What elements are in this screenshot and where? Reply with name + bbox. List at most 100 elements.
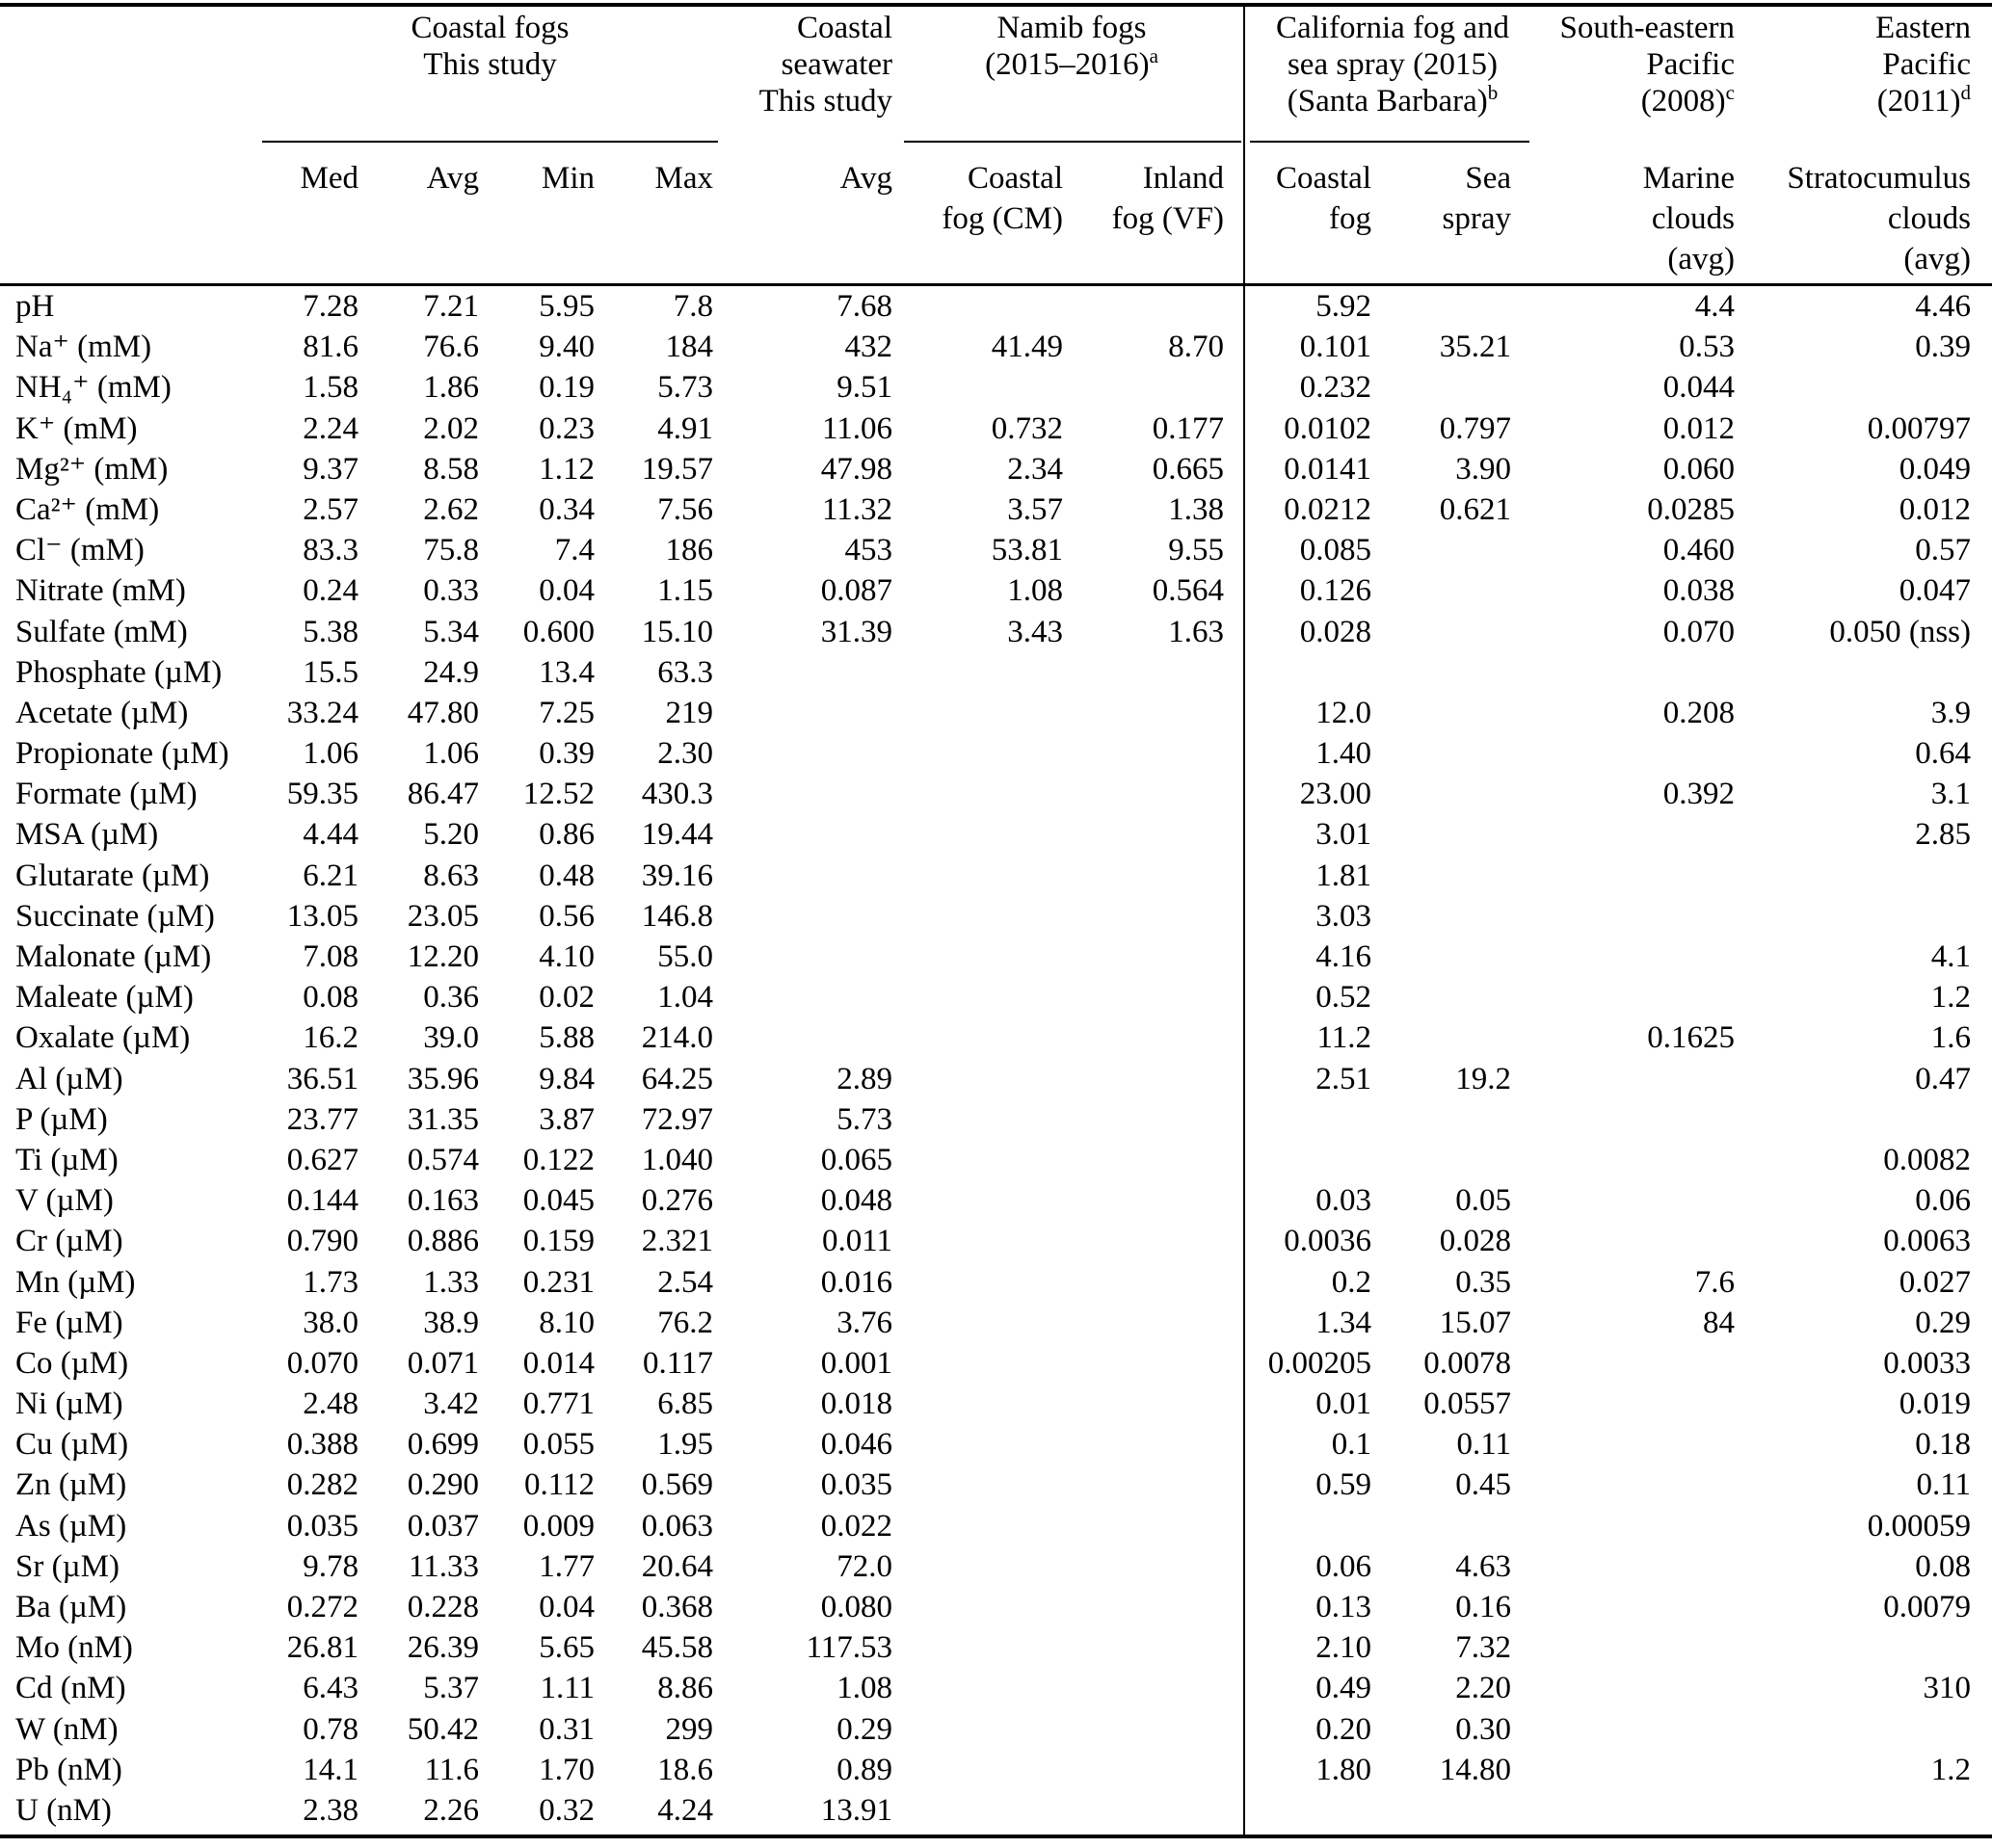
table-cell: 0.13 <box>1315 1590 1371 1624</box>
group-header-text: California fog and sea spray (2015) (San… <box>1276 11 1509 119</box>
table-cell: 33.24 <box>286 695 359 730</box>
table-cell: 0.78 <box>303 1711 359 1747</box>
table-cell: 0.0141 <box>1284 451 1371 487</box>
table-cell: 0.0212 <box>1284 491 1371 527</box>
table-cell: 11.6 <box>424 1752 479 1787</box>
table-cell <box>902 1627 1073 1668</box>
table-cell: 13.05 <box>286 898 359 934</box>
table-cell: 0.2 <box>1331 1264 1371 1300</box>
row-label: Maleate (µM) <box>15 980 194 1016</box>
table-cell <box>723 977 902 1017</box>
footnote-mark-d: d <box>1960 81 1972 104</box>
table-cell: 12.20 <box>407 939 479 974</box>
table-cell: 1.12 <box>539 451 595 487</box>
table-cell <box>1073 1262 1234 1303</box>
table-cell <box>1521 937 1744 977</box>
table-cell: 3.42 <box>423 1386 479 1422</box>
column-header-sea-spray: Sea spray <box>1442 161 1511 236</box>
table-cell: 1.2 <box>1930 980 1971 1016</box>
table-cell <box>1521 652 1744 693</box>
group-header-text: Eastern Pacific (2011) <box>1875 11 1971 119</box>
table-cell: 0.046 <box>820 1427 892 1463</box>
table-row: Ti (µM) 0.627 0.574 0.122 1.040 0.065 0.0082 <box>0 1140 1992 1180</box>
table-cell <box>1381 570 1521 611</box>
footnote-mark-c: c <box>1725 81 1735 104</box>
table-body: pH 7.28 7.21 5.95 7.8 7.68 5.92 4.4 4.46 Na⁺ (mM)… <box>0 286 1992 1831</box>
table-cell: 0.035 <box>820 1467 892 1503</box>
table-cell: 8.86 <box>657 1671 713 1706</box>
row-label: MSA (µM) <box>15 817 159 853</box>
table-cell: 0.063 <box>641 1508 713 1544</box>
table-cell <box>1073 774 1234 814</box>
table-cell: 9.37 <box>303 451 359 487</box>
table-cell: 0.0102 <box>1284 410 1371 446</box>
table-cell: 0.085 <box>1299 533 1371 568</box>
table-cell <box>1073 1750 1234 1790</box>
table-cell: 7.28 <box>303 289 359 324</box>
table-cell: 7.08 <box>303 939 359 974</box>
table-cell: 0.460 <box>1662 533 1735 568</box>
table-cell: 0.732 <box>991 410 1063 446</box>
table-cell: 5.95 <box>539 289 595 324</box>
row-label: Phosphate (µM) <box>15 654 223 690</box>
table-cell <box>902 1059 1073 1099</box>
table-cell: 39.16 <box>641 858 713 893</box>
table-cell: 1.95 <box>657 1427 713 1463</box>
table-cell <box>902 814 1073 855</box>
table-cell: 1.2 <box>1930 1752 1971 1787</box>
table-cell <box>1381 896 1521 937</box>
table-cell: 19.2 <box>1455 1061 1511 1096</box>
table-cell: 81.6 <box>303 330 359 365</box>
table-cell: 0.047 <box>1899 573 1971 609</box>
table-cell: 0.050 (nss) <box>1829 614 1971 649</box>
table-row: Na⁺ (mM) 81.6 76.6 9.40 184 432 41.49 8.70 0.101… <box>0 327 1992 367</box>
table-bottom-rule <box>0 1835 1992 1838</box>
table-cell: 35.21 <box>1439 330 1511 365</box>
table-cell <box>1744 856 1980 896</box>
group-underline-namib-fogs <box>904 141 1241 143</box>
table-cell: 0.56 <box>539 898 595 934</box>
table-cell: 0.06 <box>1315 1548 1371 1584</box>
table-cell: 4.91 <box>657 410 713 446</box>
table-cell: 59.35 <box>286 777 359 812</box>
table-cell: 186 <box>665 533 714 568</box>
table-row: Malonate (µM) 7.08 12.20 4.10 55.0 4.16 4.1 <box>0 937 1992 977</box>
footnote-mark-a: a <box>1149 44 1158 67</box>
group-header-text: Namib fogs (2015–2016) <box>985 11 1150 82</box>
table-cell: 2.89 <box>837 1061 892 1096</box>
table-cell: 35.96 <box>407 1061 479 1096</box>
table-cell: 0.53 <box>1679 330 1735 365</box>
table-cell <box>1744 652 1980 693</box>
table-cell <box>1521 1709 1744 1750</box>
table-cell <box>1234 1506 1381 1546</box>
table-cell: 2.38 <box>303 1792 359 1828</box>
table-cell <box>902 977 1073 1017</box>
table-cell <box>902 286 1073 327</box>
table-cell: 13.4 <box>539 654 595 690</box>
table-cell: 0.0557 <box>1423 1386 1511 1422</box>
table-cell: 0.0078 <box>1423 1345 1511 1381</box>
table-cell <box>902 1180 1073 1221</box>
table-cell: 0.014 <box>522 1345 595 1381</box>
table-cell: 20.64 <box>641 1548 713 1584</box>
table-cell: 5.37 <box>423 1671 479 1706</box>
table-cell <box>1073 896 1234 937</box>
table-cell: 0.276 <box>641 1183 713 1219</box>
table-cell <box>1073 814 1234 855</box>
table-cell <box>1521 1627 1744 1668</box>
table-cell: 1.86 <box>423 370 479 406</box>
table-cell <box>1744 896 1980 937</box>
table-cell: 83.3 <box>303 533 359 568</box>
table-cell: 0.0036 <box>1284 1224 1371 1259</box>
table-cell: 4.4 <box>1694 289 1735 324</box>
table-cell: 0.117 <box>642 1345 713 1381</box>
table-cell <box>1521 1465 1744 1505</box>
table-row: Ni (µM) 2.48 3.42 0.771 6.85 0.018 0.01 0.0557 0… <box>0 1384 1992 1424</box>
table-cell: 0.037 <box>407 1508 479 1544</box>
table-cell <box>902 367 1073 408</box>
table-cell <box>723 896 902 937</box>
table-row: Ba (µM) 0.272 0.228 0.04 0.368 0.080 0.13 0.16 0… <box>0 1587 1992 1627</box>
column-header-inland-fog-vf: Inland fog (VF) <box>1111 161 1224 236</box>
table-cell: 0.101 <box>1299 330 1371 365</box>
column-header-stratocumulus-clouds: Stratocumulus clouds (avg) <box>1787 161 1971 277</box>
